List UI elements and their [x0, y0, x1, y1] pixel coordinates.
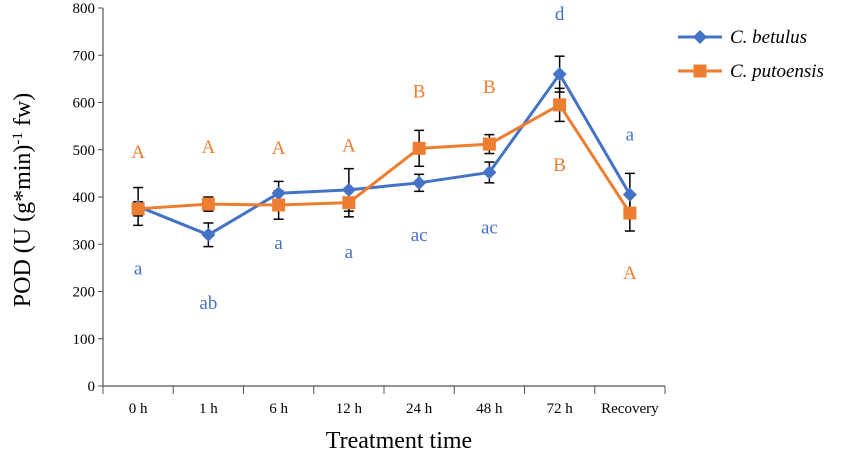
significance-letter: a: [626, 125, 635, 146]
significance-letter: ab: [199, 293, 217, 314]
data-point-diamond: [341, 182, 356, 197]
data-point-diamond: [482, 165, 497, 180]
data-point-square: [131, 202, 145, 216]
significance-letter: A: [342, 136, 356, 157]
data-point-diamond: [412, 175, 427, 190]
data-point-diamond: [271, 186, 286, 201]
data-point-square: [623, 206, 637, 220]
y-axis-title: POD (U (g*min)-1 fw): [10, 93, 36, 307]
significance-letter: A: [623, 263, 637, 284]
x-tick-label: 1 h: [199, 401, 218, 417]
legend-label-1: C. putoensis: [730, 61, 824, 82]
data-point-square: [482, 137, 496, 151]
y-tick-label: 600: [73, 96, 96, 112]
significance-letter: a: [134, 258, 143, 279]
series-line-0: [137, 72, 632, 237]
legend-marker-square: [693, 64, 707, 78]
significance-letter: a: [345, 242, 354, 263]
significance-letter: A: [272, 138, 286, 159]
y-axis-title-tail: fw): [10, 93, 36, 132]
y-tick-label: 100: [73, 332, 96, 348]
significance-letters-1: A A A A B B B A: [131, 77, 637, 284]
x-tick-label: 24 h: [406, 401, 433, 417]
significance-letter: A: [202, 137, 216, 158]
x-tick-label: 6 h: [269, 401, 288, 417]
y-tick-label: 400: [73, 190, 96, 206]
series-layer: a ab a a ac ac d a A A A A B B B A: [131, 4, 637, 314]
significance-letter: ac: [411, 225, 428, 246]
y-axis-title-sup: -1: [10, 132, 26, 145]
significance-letter: A: [131, 142, 145, 163]
significance-letter: B: [413, 81, 426, 102]
data-point-square: [272, 198, 286, 212]
significance-letter: a: [274, 233, 283, 254]
data-point-diamond: [622, 187, 637, 202]
x-tick-label: 12 h: [336, 401, 363, 417]
x-tick-label: 72 h: [547, 401, 574, 417]
y-axis-title-main: POD (U (g*min): [10, 145, 36, 308]
x-tick-label: 48 h: [476, 401, 503, 417]
significance-letter: B: [483, 77, 496, 98]
significance-letter: d: [555, 4, 565, 25]
significance-letter: ac: [481, 217, 498, 238]
legend-label-0: C. betulus: [730, 27, 807, 48]
y-tick-label: 300: [73, 237, 96, 253]
significance-letters-0: a ab a a ac ac d a: [134, 4, 635, 314]
series-1: [131, 98, 637, 220]
series-line-1: [138, 103, 632, 214]
y-tick-label: 700: [73, 48, 96, 64]
y-tick-label: 500: [73, 143, 96, 159]
y-tick-label: 200: [73, 285, 96, 301]
data-point-square: [412, 141, 426, 155]
y-tick-label: 0: [88, 379, 96, 395]
x-axis-title: Treatment time: [326, 428, 472, 454]
data-point-square: [201, 197, 215, 211]
y-axis-ticks: 0 100 200 300 400 500 600 700 800: [73, 1, 103, 395]
y-tick-label: 800: [73, 1, 96, 17]
legend-marker-diamond: [693, 30, 707, 44]
x-tick-label: 0 h: [129, 401, 148, 417]
significance-letter: B: [553, 155, 566, 176]
x-axis-ticks: 0 h 1 h 6 h 12 h 24 h 48 h 72 h Recovery: [102, 386, 666, 417]
axes: [102, 8, 665, 387]
data-point-square: [553, 98, 567, 112]
x-tick-label: Recovery: [601, 401, 659, 417]
data-point-diamond: [201, 227, 216, 242]
legend: C. betulus C. putoensis: [678, 27, 824, 82]
data-point-square: [342, 196, 356, 210]
data-point-diamond: [552, 67, 567, 82]
